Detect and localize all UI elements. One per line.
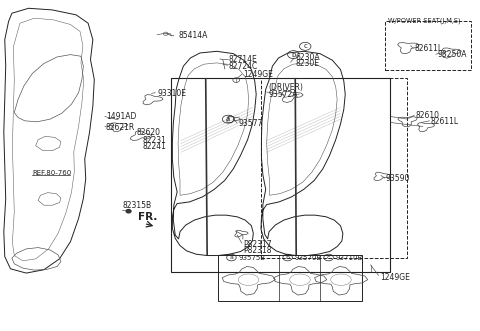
Text: 93570B: 93570B (294, 255, 322, 260)
Bar (218, 255, 362, 301)
Text: 82724C: 82724C (228, 62, 258, 71)
Text: 1249GE: 1249GE (380, 273, 410, 282)
Text: P82318: P82318 (243, 246, 271, 256)
Text: P82317: P82317 (243, 240, 272, 250)
Bar (385, 21, 471, 70)
Text: b: b (286, 255, 289, 260)
Text: 6230A: 6230A (295, 53, 320, 63)
Text: 1491AD: 1491AD (106, 112, 136, 121)
Text: 82620: 82620 (136, 128, 160, 137)
Bar (171, 78, 390, 272)
Text: c: c (327, 255, 330, 260)
Text: 82231: 82231 (143, 136, 167, 145)
Text: 82315B: 82315B (123, 201, 152, 210)
Text: 93310E: 93310E (157, 89, 186, 98)
Text: FR.: FR. (138, 213, 157, 222)
Text: 82611L: 82611L (431, 117, 459, 126)
Text: 93710B: 93710B (335, 255, 362, 260)
Text: (DRIVER): (DRIVER) (268, 83, 303, 92)
Text: 8230E: 8230E (295, 59, 319, 69)
Circle shape (126, 210, 131, 213)
Text: REF.80-760: REF.80-760 (32, 170, 72, 176)
Text: a: a (229, 255, 233, 260)
Text: 82621R: 82621R (106, 122, 135, 132)
Text: c: c (303, 43, 307, 49)
Text: 82241: 82241 (143, 142, 167, 151)
Text: 82611L: 82611L (414, 44, 443, 54)
Text: b: b (291, 52, 296, 58)
Text: 1249GE: 1249GE (243, 70, 273, 79)
Text: 85414A: 85414A (179, 31, 208, 40)
Text: 93577: 93577 (238, 119, 263, 128)
Text: 93572A: 93572A (268, 89, 298, 99)
Text: W/POWER SEAT(J,M,S): W/POWER SEAT(J,M,S) (388, 18, 461, 24)
Bar (261, 78, 407, 258)
Text: 93250A: 93250A (437, 50, 467, 60)
Text: 93575B: 93575B (238, 255, 265, 260)
Text: 82610: 82610 (415, 111, 439, 120)
Text: 93590: 93590 (386, 174, 410, 183)
Text: 82714E: 82714E (228, 55, 257, 64)
Text: a: a (226, 116, 230, 122)
